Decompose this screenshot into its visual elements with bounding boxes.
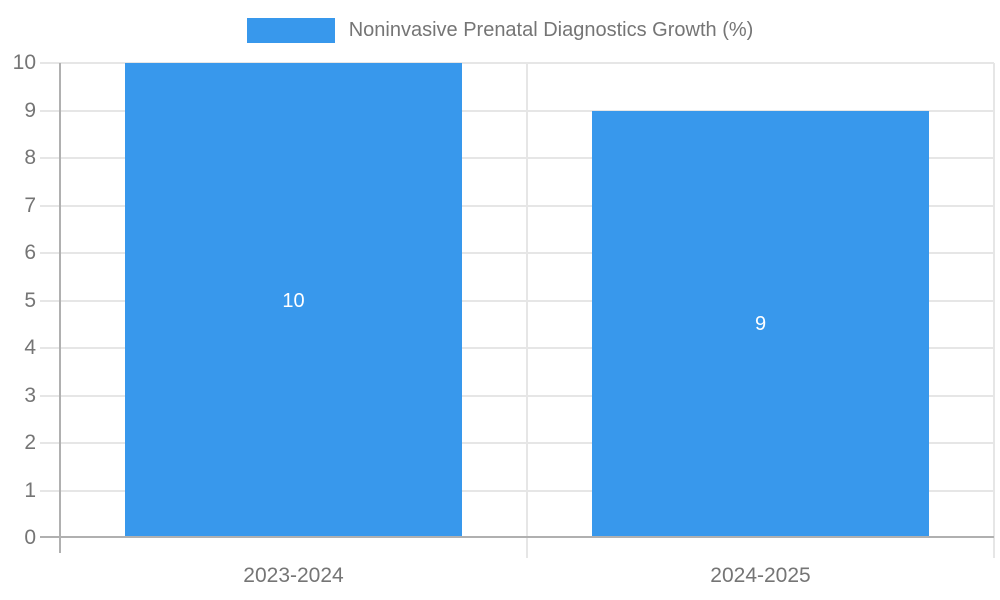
bar xyxy=(125,63,462,538)
x-axis-label: 2024-2025 xyxy=(710,564,811,587)
y-gridline xyxy=(40,489,994,492)
y-axis-label: 0 xyxy=(24,526,36,549)
y-axis-label: 9 xyxy=(24,98,36,122)
y-gridline xyxy=(40,442,994,444)
y-gridline xyxy=(40,62,994,64)
y-gridline xyxy=(40,299,994,302)
y-axis-label: 3 xyxy=(24,383,36,407)
y-gridline xyxy=(40,347,994,349)
bar-value-label: 9 xyxy=(754,313,767,336)
y-axis-label: 4 xyxy=(24,336,36,359)
y-axis-label: 6 xyxy=(24,241,36,264)
y-gridline xyxy=(40,394,994,397)
x-axis-label: 2023-2024 xyxy=(243,564,344,587)
y-gridline xyxy=(40,204,994,207)
legend-label: Noninvasive Prenatal Diagnostics Growth … xyxy=(348,18,754,41)
y-axis-label: 1 xyxy=(24,478,36,502)
y-axis-label: 8 xyxy=(24,146,36,169)
y-axis-label: 7 xyxy=(24,193,36,217)
bar-value-label: 10 xyxy=(282,289,305,312)
y-gridline xyxy=(40,109,994,112)
legend-swatch xyxy=(246,17,335,43)
plot-area: 0 1 2 3 4 5 6 7 8 9 10 10 9 2023-2024 2024-2025 xyxy=(13,51,995,587)
plot-right-border xyxy=(993,63,995,558)
y-axis-label: 10 xyxy=(12,51,36,74)
category-divider xyxy=(526,63,528,558)
y-axis-label: 2 xyxy=(24,431,36,454)
x-axis-line xyxy=(40,536,994,538)
y-gridline xyxy=(40,252,994,254)
y-gridline xyxy=(40,157,994,159)
y-axis-label: 5 xyxy=(24,288,36,312)
chart-legend: Noninvasive Prenatal Diagnostics Growth … xyxy=(0,12,1000,48)
bar xyxy=(592,110,929,538)
y-axis-line xyxy=(59,63,61,553)
